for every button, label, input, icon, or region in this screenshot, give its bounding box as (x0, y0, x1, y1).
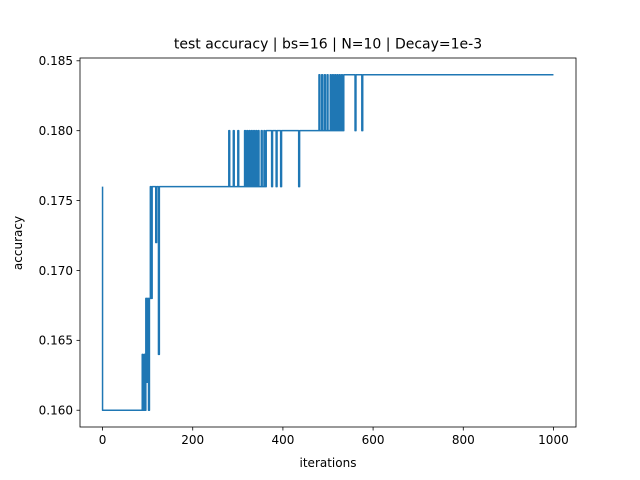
x-axis-label: iterations (300, 456, 357, 470)
y-tick-label: 0.185 (39, 54, 73, 68)
x-tick-label: 0 (99, 433, 107, 447)
y-tick-label: 0.170 (39, 264, 73, 278)
x-tick-label: 600 (362, 433, 385, 447)
x-tick-label: 200 (181, 433, 204, 447)
series-line-1 (101, 74, 554, 411)
y-tick-label: 0.180 (39, 124, 73, 138)
chart-title: test accuracy | bs=16 | N=10 | Decay=1e-… (174, 37, 482, 53)
plot-series (101, 74, 554, 411)
y-tick-label: 0.165 (39, 334, 73, 348)
x-tick-label: 800 (452, 433, 475, 447)
x-tick-label: 1000 (538, 433, 569, 447)
x-tick-label: 400 (271, 433, 294, 447)
plot-frame (79, 57, 577, 428)
y-tick-label: 0.160 (39, 404, 73, 418)
y-axis-label: accuracy (11, 216, 25, 270)
y-tick-label: 0.175 (39, 194, 73, 208)
y-axis: 0.160 0.165 0.170 0.175 0.180 0.185 (39, 54, 80, 418)
x-axis: 0 200 400 600 800 1000 (99, 427, 569, 447)
